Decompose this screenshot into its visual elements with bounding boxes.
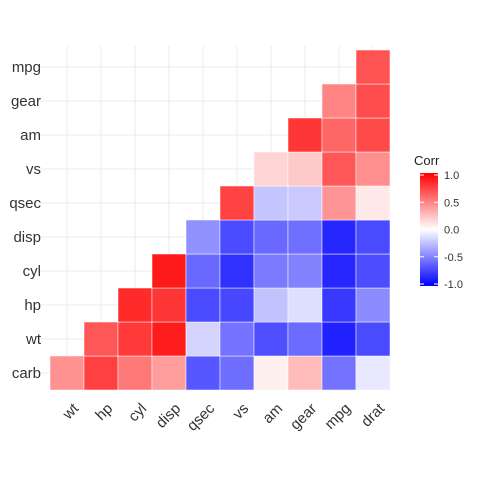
heatmap-cell-gear-carb bbox=[287, 355, 323, 391]
heatmap-cell-drat-carb bbox=[355, 355, 391, 391]
heatmap-cell-qsec-disp bbox=[185, 219, 221, 255]
y-tick-label-cyl: cyl bbox=[23, 263, 41, 280]
legend-tick-label: 0.0 bbox=[444, 225, 459, 237]
heatmap-cell-disp-carb bbox=[151, 355, 187, 391]
x-tick-label-cyl: cyl bbox=[125, 400, 150, 425]
heatmap-cell-drat-gear bbox=[355, 83, 391, 119]
heatmap-cell-qsec-cyl bbox=[185, 253, 221, 289]
heatmap-cell-qsec-carb bbox=[185, 355, 221, 391]
x-tick-label-disp: disp bbox=[153, 400, 184, 431]
legend-tick-label: 0.5 bbox=[444, 197, 459, 209]
heatmap-cell-hp-wt bbox=[83, 321, 119, 357]
legend: Corr 1.0 0.5 0.0 -0.5 -1.0 bbox=[414, 153, 463, 291]
heatmap-cell-drat-am bbox=[355, 117, 391, 153]
heatmap-cell-vs-carb bbox=[219, 355, 255, 391]
heatmap-cell-am-vs bbox=[253, 151, 289, 187]
heatmap-cell-gear-vs bbox=[287, 151, 323, 187]
legend-ticks: 1.0 0.5 0.0 -0.5 -1.0 bbox=[420, 170, 463, 291]
heatmap-cell-gear-disp bbox=[287, 219, 323, 255]
heatmap-cell-gear-hp bbox=[287, 287, 323, 323]
y-tick-label-carb: carb bbox=[12, 365, 41, 382]
heatmap-cell-disp-cyl bbox=[151, 253, 187, 289]
y-axis-tick-labels: carb wt hp cyl disp qsec vs am gear mpg bbox=[9, 59, 42, 382]
heatmap-cell-am-wt bbox=[253, 321, 289, 357]
y-tick-label-vs: vs bbox=[26, 161, 41, 178]
heatmap-cell-disp-hp bbox=[151, 287, 187, 323]
heatmap-cell-vs-wt bbox=[219, 321, 255, 357]
heatmap-cell-mpg-carb bbox=[321, 355, 357, 391]
x-tick-label-qsec: qsec bbox=[184, 400, 219, 435]
x-tick-label-vs: vs bbox=[230, 400, 253, 423]
y-tick-label-am: am bbox=[20, 127, 41, 144]
heatmap-cell-drat-qsec bbox=[355, 185, 391, 221]
heatmap-cell-mpg-qsec bbox=[321, 185, 357, 221]
heatmap-cell-wt-carb bbox=[49, 355, 85, 391]
heatmap-cell-mpg-gear bbox=[321, 83, 357, 119]
y-tick-label-wt: wt bbox=[25, 331, 42, 348]
heatmap-cell-hp-carb bbox=[83, 355, 119, 391]
legend-tick-label: 1.0 bbox=[444, 170, 459, 182]
heatmap-cell-cyl-carb bbox=[117, 355, 153, 391]
x-tick-label-wt: wt bbox=[59, 400, 83, 424]
heatmap-cell-am-disp bbox=[253, 219, 289, 255]
x-tick-label-drat: drat bbox=[358, 400, 389, 431]
heatmap-cell-drat-cyl bbox=[355, 253, 391, 289]
heatmap-cell-mpg-wt bbox=[321, 321, 357, 357]
heatmap-cell-mpg-disp bbox=[321, 219, 357, 255]
heatmap-cell-gear-wt bbox=[287, 321, 323, 357]
heatmap-cell-vs-disp bbox=[219, 219, 255, 255]
heatmap-cell-mpg-hp bbox=[321, 287, 357, 323]
heatmap-cell-drat-vs bbox=[355, 151, 391, 187]
y-tick-label-mpg: mpg bbox=[12, 59, 41, 76]
x-tick-label-gear: gear bbox=[287, 400, 320, 433]
legend-colorbar bbox=[420, 173, 438, 286]
heatmap-cell-qsec-hp bbox=[185, 287, 221, 323]
heatmap-cell-drat-wt bbox=[355, 321, 391, 357]
heatmap-cell-vs-qsec bbox=[219, 185, 255, 221]
heatmap-cell-gear-cyl bbox=[287, 253, 323, 289]
heatmap-cell-mpg-am bbox=[321, 117, 357, 153]
heatmap-cell-mpg-vs bbox=[321, 151, 357, 187]
heatmap-cell-mpg-cyl bbox=[321, 253, 357, 289]
y-tick-label-qsec: qsec bbox=[9, 195, 41, 212]
heatmap-cell-am-qsec bbox=[253, 185, 289, 221]
legend-title: Corr bbox=[414, 153, 440, 168]
x-axis-tick-labels: wt hp cyl disp qsec vs am gear mpg drat bbox=[59, 400, 389, 435]
heatmap-cell-cyl-wt bbox=[117, 321, 153, 357]
heatmap-cell-disp-wt bbox=[151, 321, 187, 357]
heatmap-cells bbox=[49, 49, 391, 391]
x-tick-label-hp: hp bbox=[92, 400, 116, 424]
heatmap-cell-cyl-hp bbox=[117, 287, 153, 323]
y-tick-label-disp: disp bbox=[13, 229, 41, 246]
heatmap-cell-gear-qsec bbox=[287, 185, 323, 221]
heatmap-cell-qsec-wt bbox=[185, 321, 221, 357]
heatmap-cell-gear-am bbox=[287, 117, 323, 153]
y-tick-label-gear: gear bbox=[11, 93, 41, 110]
heatmap-cell-drat-hp bbox=[355, 287, 391, 323]
legend-tick-label: -0.5 bbox=[444, 252, 463, 264]
heatmap-cell-vs-hp bbox=[219, 287, 255, 323]
heatmap-cell-am-cyl bbox=[253, 253, 289, 289]
heatmap-cell-am-carb bbox=[253, 355, 289, 391]
heatmap-cell-drat-disp bbox=[355, 219, 391, 255]
heatmap-cell-am-hp bbox=[253, 287, 289, 323]
heatmap-cell-vs-cyl bbox=[219, 253, 255, 289]
legend-tick-label: -1.0 bbox=[444, 279, 463, 291]
heatmap-cell-drat-mpg bbox=[355, 49, 391, 85]
y-tick-label-hp: hp bbox=[24, 297, 41, 314]
x-tick-label-am: am bbox=[259, 400, 286, 427]
x-tick-label-mpg: mpg bbox=[322, 400, 355, 433]
